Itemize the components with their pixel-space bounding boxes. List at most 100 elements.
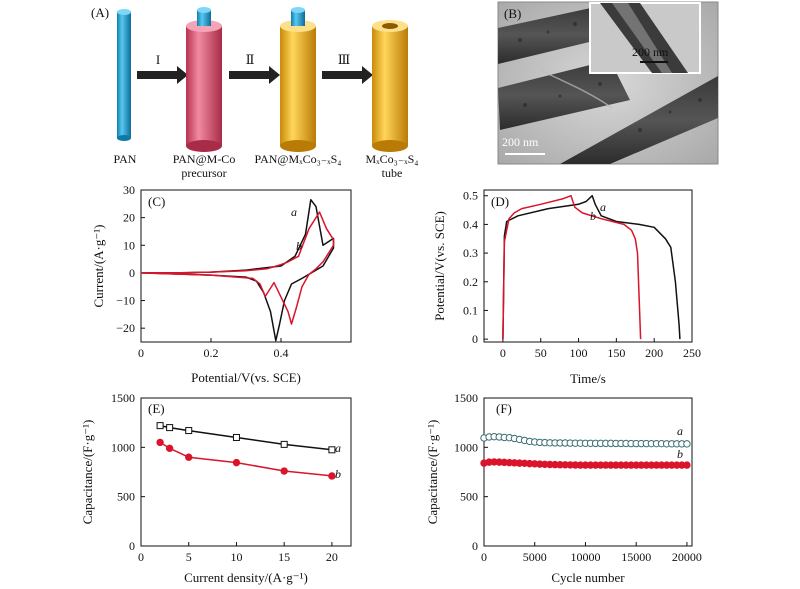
panel-label-f: (F) [496,401,512,416]
data-point-e-a [280,440,288,448]
x-tick-label-c: 0.2 [204,346,219,360]
caption-sulfide: PAN@MₓCo₃₋ₓS₄ [255,152,342,166]
x-tick-label-f: 10000 [570,550,600,564]
y-axis-title-e: Capacitance/(F·g⁻¹) [80,420,95,525]
caption-tube-2: tube [382,166,403,180]
curve-tag-d-a: a [600,200,606,214]
x-tick-label-d: 150 [607,346,625,360]
caption-precursor: PAN@M-Co [173,152,236,166]
schematic-panel: (A) I Ⅱ [91,5,419,180]
x-tick-label-c: 0.4 [274,346,289,360]
arrow-step-3 [322,66,373,84]
plot-frame-d [483,189,693,343]
x-tick-label-d: 200 [645,346,663,360]
x-axis-title-f: Cycle number [551,570,625,585]
series-line-c-a [140,198,335,342]
x-tick-label-d: 0 [500,346,506,360]
chart-cv: (C) 0 0.2 0.4 −20 −10 0 10 20 30 Potential/V(vs.… [91,183,352,385]
y-tick-label-d: 0 [472,332,478,346]
y-tick-label-c: −10 [116,294,135,308]
data-point-e-b [165,444,174,453]
data-point-e-a [166,424,174,432]
y-axis-title-d: Potential/V(vs. SCE) [432,211,447,321]
data-point-e-b [232,458,241,467]
x-tick-label-c: 0 [138,346,144,360]
panel-label-e: (E) [148,401,165,416]
y-tick-label-c: 20 [123,211,135,225]
y-tick-label-c: 30 [123,183,135,197]
data-point-e-b [328,472,336,480]
x-tick-label-d: 100 [570,346,588,360]
y-tick-label-d: 0.2 [463,275,478,289]
data-point-e-b [156,438,164,447]
tem-inset: 200 nm [589,2,701,74]
y-tick-label-d: 0.3 [463,246,478,260]
panel-label-c: (C) [148,194,165,209]
plot-frame-f [483,397,693,547]
step-2-label: Ⅱ [246,52,255,67]
series-line-d-a [502,194,681,340]
y-tick-label-f: 1500 [454,391,478,405]
x-tick-label-f: 5000 [523,550,547,564]
caption-pan: PAN [114,152,137,166]
x-tick-label-d: 50 [535,346,547,360]
step-1-label: I [156,52,160,67]
y-tick-label-f: 500 [460,490,478,504]
tem-micrograph: (B) 200 nm 200 nm [497,1,719,165]
y-tick-label-e: 500 [117,490,135,504]
x-tick-label-e: 10 [230,550,242,564]
y-tick-label-c: 0 [129,266,135,280]
x-tick-label-f: 0 [481,550,487,564]
x-tick-label-e: 0 [138,550,144,564]
curve-tag-f-a: a [677,424,683,438]
y-axis-title-c: Current/(A·g⁻¹) [91,225,106,308]
series-line-d-b [502,194,642,340]
arrow-step-1 [137,66,188,84]
y-tick-label-c: −20 [116,321,135,335]
y-tick-label-e: 1500 [111,391,135,405]
data-point-f-a [683,440,691,448]
plot-frame-c [140,189,352,343]
y-tick-label-d: 0.5 [463,189,478,203]
y-axis-title-f: Capacitance/(F·g⁻¹) [425,420,440,525]
curve-tag-e-b: b [335,467,341,481]
chart-rate: (E) 0 5 10 15 20 0 500 1000 1500 Current density… [80,391,352,585]
chart-cycling: (F) 0 5000 10000 15000 20000 0 500 1000 1500 Cyc… [425,391,702,585]
x-tick-label-d: 250 [683,346,701,360]
x-tick-label-e: 15 [278,550,290,564]
series-line-c-b [140,211,335,325]
data-point-f-b [683,461,691,469]
step-3-label: Ⅲ [338,52,351,67]
y-tick-label-c: 10 [123,238,135,252]
x-tick-label-e: 5 [186,550,192,564]
data-point-e-a [185,427,193,435]
y-tick-label-e: 1000 [111,440,135,454]
curve-tag-c-a: a [291,205,297,219]
hollow-tube [372,20,408,152]
data-point-e-b [280,467,288,475]
x-tick-label-f: 15000 [621,550,651,564]
x-tick-label-f: 20000 [672,550,702,564]
sulfide-fiber [280,7,316,152]
x-axis-title-e: Current density/(A·g⁻¹) [184,570,308,585]
y-tick-label-f: 1000 [454,440,478,454]
y-tick-label-d: 0.1 [463,303,478,317]
x-tick-label-e: 20 [326,550,338,564]
inset-scale-text: 200 nm [632,45,669,59]
caption-tube: MₓCo₃₋ₓS₄ [365,152,418,166]
chart-gcd: (D) 0 50 100 150 200 250 0 0.1 0.2 0.3 0.4 0.5 Time… [432,189,701,386]
y-tick-label-d: 0.4 [463,217,478,231]
panel-label-a: (A) [91,5,109,20]
curve-tag-d-b: b [590,209,596,223]
curve-tag-f-b: b [677,447,683,461]
caption-precursor-2: precursor [181,166,226,180]
curve-tag-e-a: a [335,441,341,455]
pan-fiber [117,9,131,141]
data-point-e-a [232,433,240,441]
precursor-fiber [186,7,222,152]
main-scale-text: 200 nm [502,135,539,149]
plot-frame-e [140,397,352,547]
y-tick-label-e: 0 [129,539,135,553]
arrow-step-2 [229,66,280,84]
